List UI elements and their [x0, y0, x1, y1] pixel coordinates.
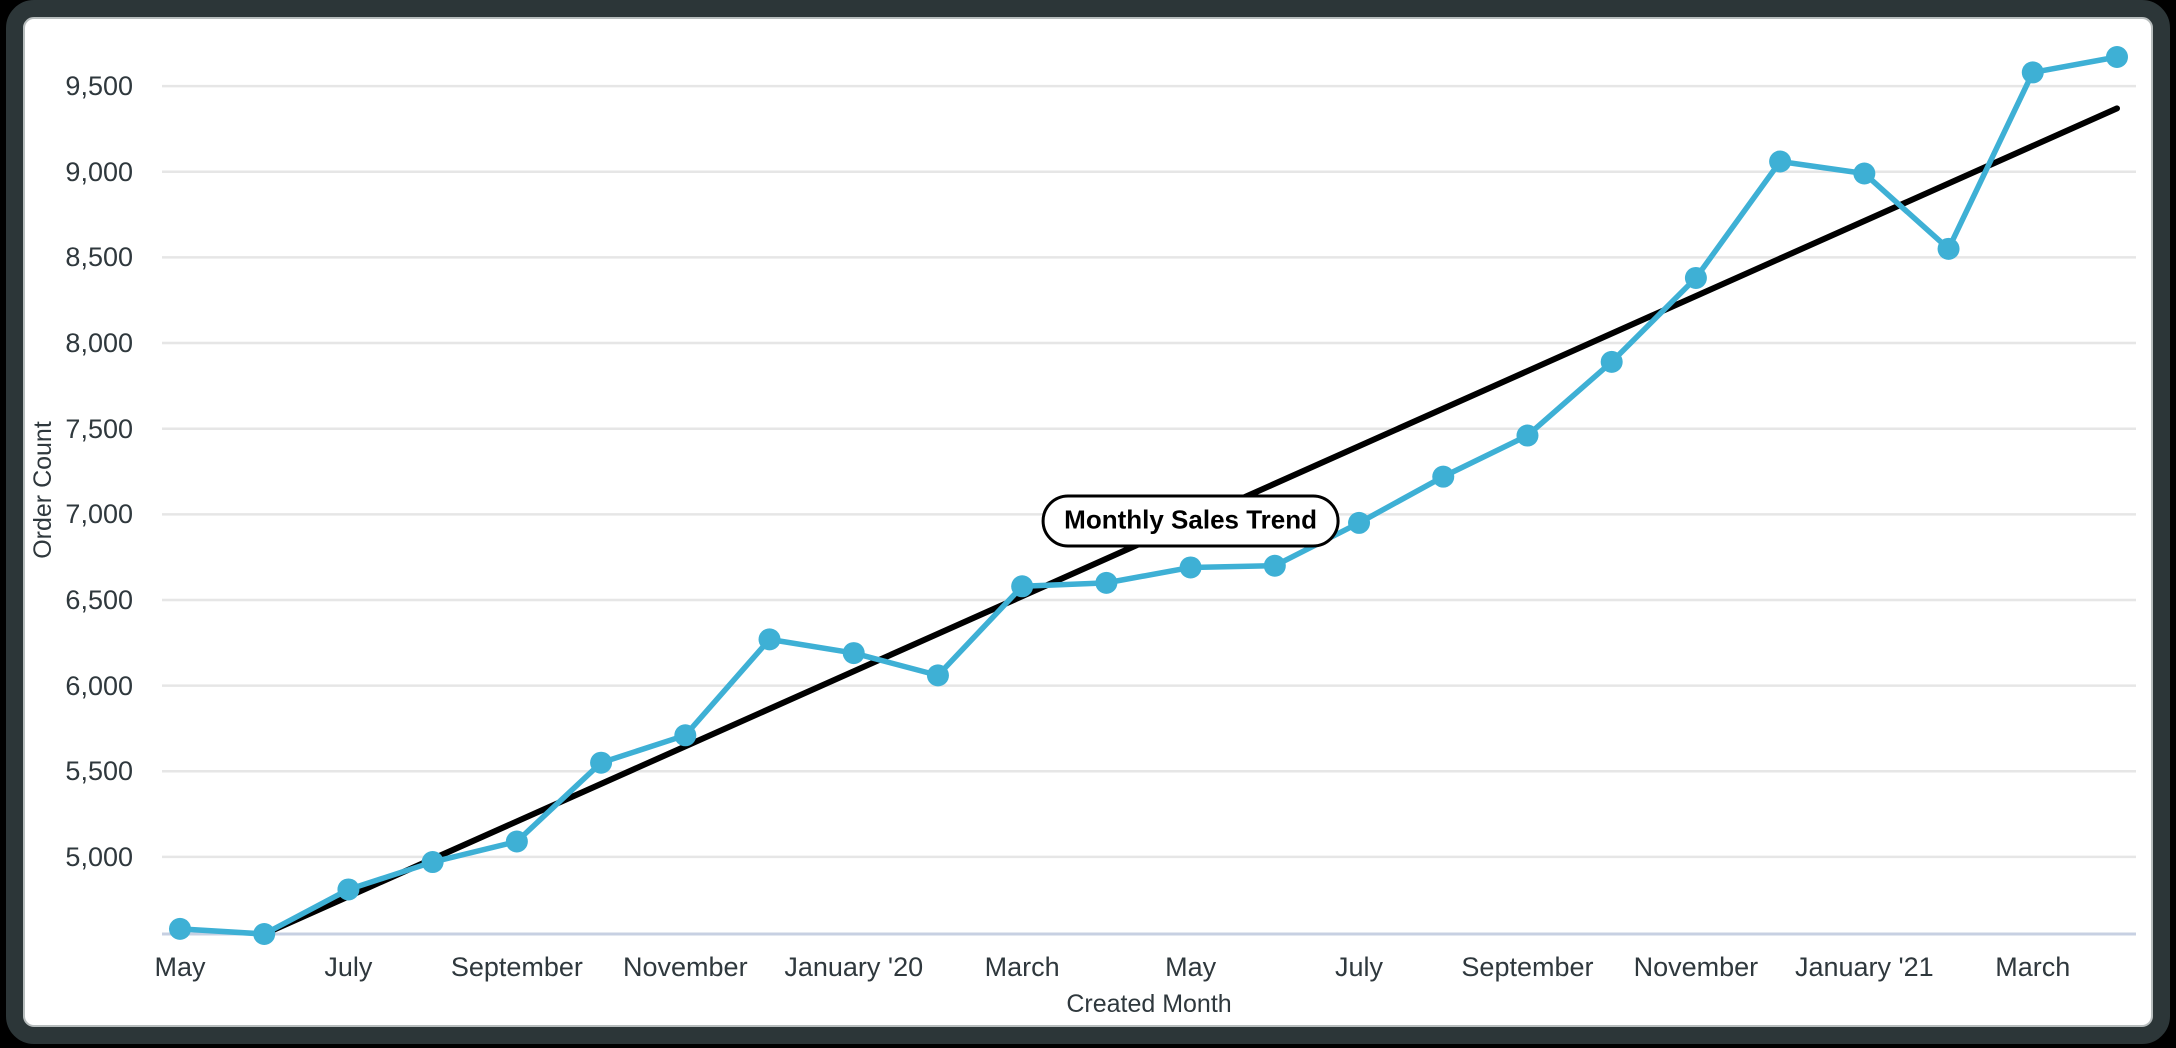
- data-point[interactable]: [1853, 162, 1876, 185]
- y-tick-label: 9,000: [65, 156, 133, 187]
- data-point[interactable]: [2105, 46, 2128, 68]
- y-tick-label: 5,000: [65, 841, 133, 872]
- x-tick-label: July: [324, 952, 373, 982]
- x-tick-label: January '20: [784, 952, 924, 982]
- x-tick-label: May: [154, 952, 206, 982]
- data-point[interactable]: [1684, 266, 1707, 289]
- x-tick-label: March: [984, 952, 1060, 982]
- y-tick-label: 8,000: [65, 328, 133, 359]
- trend-annotation-label: Monthly Sales Trend: [1041, 494, 1341, 548]
- data-point[interactable]: [842, 642, 865, 665]
- series-group: [169, 46, 2128, 945]
- x-tick-label: May: [1165, 952, 1217, 982]
- y-tick-label: 7,000: [65, 499, 133, 530]
- y-tick-label: 6,000: [65, 670, 133, 701]
- data-point[interactable]: [337, 878, 360, 901]
- series-line: [177, 54, 2120, 937]
- data-point[interactable]: [926, 664, 949, 687]
- data-point[interactable]: [1769, 150, 1792, 173]
- y-tick-label: 7,500: [65, 413, 133, 444]
- data-point[interactable]: [1011, 575, 1034, 598]
- data-point[interactable]: [1516, 424, 1539, 447]
- data-point[interactable]: [758, 628, 781, 651]
- data-point[interactable]: [169, 917, 191, 940]
- x-tick-label: September: [1461, 952, 1594, 982]
- data-point[interactable]: [1179, 556, 1202, 579]
- y-tick-label: 9,500: [65, 71, 133, 102]
- data-point[interactable]: [1263, 554, 1286, 577]
- data-point[interactable]: [1432, 465, 1455, 488]
- data-point[interactable]: [421, 851, 444, 874]
- data-point[interactable]: [2021, 61, 2044, 84]
- data-point[interactable]: [1600, 350, 1623, 373]
- y-tick-label: 6,500: [65, 584, 133, 615]
- data-point[interactable]: [1095, 571, 1118, 594]
- x-tick-label: January '21: [1794, 952, 1934, 982]
- data-point[interactable]: [253, 923, 276, 945]
- x-axis-title: Created Month: [1066, 990, 1232, 1018]
- data-point[interactable]: [1937, 237, 1960, 260]
- x-tick-label: November: [1633, 952, 1759, 982]
- data-point[interactable]: [674, 724, 697, 747]
- x-tick-label: July: [1335, 952, 1384, 982]
- data-point[interactable]: [590, 751, 613, 774]
- x-tick-label: March: [1995, 952, 2071, 982]
- data-point[interactable]: [1348, 511, 1371, 534]
- y-tick-label: 8,500: [65, 242, 133, 273]
- gridlines: [162, 84, 2136, 859]
- x-tick-label: November: [623, 952, 748, 982]
- y-tick-label: 5,500: [65, 756, 133, 787]
- x-tick-label: September: [450, 952, 583, 982]
- data-point[interactable]: [505, 830, 528, 853]
